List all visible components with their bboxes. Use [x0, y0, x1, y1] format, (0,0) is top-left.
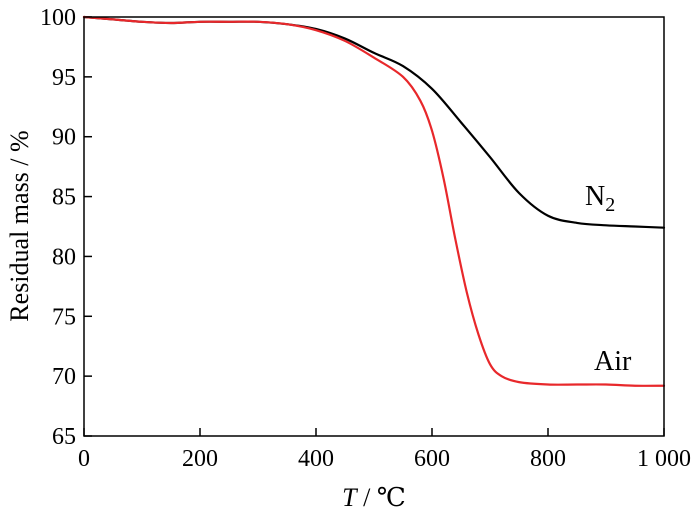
- y-axis-label: Residual mass / %: [5, 130, 34, 321]
- y-tick-label: 95: [52, 65, 76, 91]
- tga-chart: 0 200 400 600 800 1 000 65 70 75 80 85 90 95 100 Resi…: [0, 0, 700, 518]
- y-tick-label: 100: [40, 5, 76, 31]
- y-tick-label: 90: [52, 125, 76, 151]
- x-tick-label: 800: [530, 446, 566, 472]
- y-tick-label: 80: [52, 244, 76, 270]
- series-label-air: Air: [594, 346, 632, 377]
- y-tick-label: 75: [52, 304, 76, 330]
- x-tick-label: 600: [414, 446, 450, 472]
- x-axis-unit: / ℃: [357, 483, 406, 512]
- x-tick-label: 0: [78, 446, 90, 472]
- series-layer: [84, 17, 664, 386]
- x-axis-label: T / ℃: [342, 483, 406, 512]
- ticks-layer: 0 200 400 600 800 1 000 65 70 75 80 85 90 95 100: [40, 5, 691, 472]
- y-tick-label: 65: [52, 424, 76, 450]
- x-tick-label: 200: [182, 446, 218, 472]
- series-line-air: [84, 17, 664, 386]
- y-tick-label: 70: [52, 364, 76, 390]
- plot-frame: [84, 17, 664, 436]
- y-tick-label: 85: [52, 185, 76, 211]
- series-line-n2: [84, 17, 664, 228]
- x-tick-label: 400: [298, 446, 334, 472]
- x-tick-label: 1 000: [637, 446, 691, 472]
- series-label-n2: N2: [585, 181, 615, 216]
